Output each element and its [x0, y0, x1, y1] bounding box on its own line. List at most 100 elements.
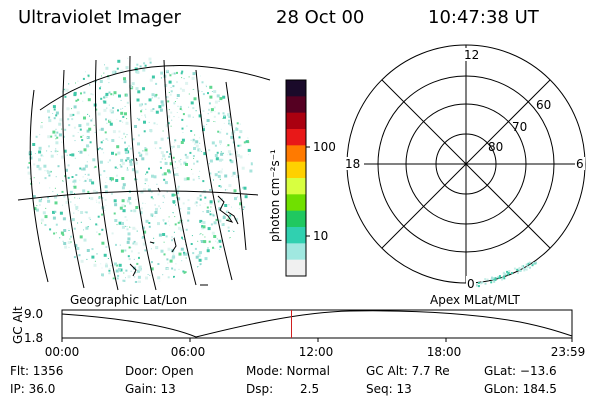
uv-speckle: [28, 162, 31, 164]
uv-speckle: [184, 273, 187, 276]
uv-speckle: [155, 93, 158, 96]
uv-speckle: [214, 111, 216, 113]
uv-speckle: [181, 127, 184, 130]
uv-speckle: [119, 268, 123, 272]
uv-speckle: [72, 180, 75, 183]
uv-speckle: [227, 113, 230, 117]
uv-speckle: [116, 67, 119, 70]
uv-speckle: [86, 129, 90, 133]
uv-speckle: [98, 201, 101, 204]
uv-speckle: [220, 152, 224, 156]
colorbar-band: [286, 178, 306, 195]
geographic-image: [17, 55, 271, 291]
uv-speckle: [59, 237, 61, 239]
uv-speckle: [133, 209, 137, 213]
uv-speckle: [100, 263, 102, 265]
uv-speckle: [122, 121, 124, 123]
uv-speckle: [503, 275, 506, 278]
colorbar-frame: [285, 79, 307, 277]
uv-speckle: [67, 164, 70, 167]
uv-speckle: [159, 108, 163, 112]
colorbar-band: [286, 112, 306, 130]
uv-speckle: [135, 228, 137, 230]
uv-speckle: [191, 76, 195, 80]
uv-speckle: [69, 153, 72, 156]
uv-speckle: [74, 157, 76, 159]
uv-speckle: [110, 93, 113, 96]
uv-speckle: [162, 219, 165, 222]
uv-speckle: [203, 152, 207, 156]
uv-speckle: [65, 88, 69, 92]
uv-speckle: [239, 155, 243, 159]
uv-speckle: [35, 135, 38, 138]
uv-speckle: [214, 154, 218, 157]
uv-speckle: [107, 161, 109, 163]
polar-diagonal: [381, 79, 551, 249]
uv-speckle: [93, 124, 95, 126]
uv-speckle: [141, 157, 145, 161]
uv-speckle: [99, 87, 101, 90]
uv-speckle: [503, 277, 506, 280]
uv-speckle: [213, 235, 217, 238]
uv-speckle: [183, 253, 186, 256]
uv-speckle: [55, 232, 57, 234]
uv-speckle: [197, 148, 201, 152]
uv-speckle: [63, 135, 65, 138]
uv-speckle: [79, 235, 83, 239]
uv-speckle: [84, 164, 88, 168]
uv-speckle: [126, 118, 128, 120]
uv-speckle: [493, 280, 496, 283]
uv-speckle: [36, 164, 40, 168]
uv-speckle: [508, 270, 511, 272]
uv-speckle: [126, 168, 129, 171]
uv-speckle: [108, 91, 111, 94]
uv-speckle: [214, 248, 216, 250]
uv-speckle: [105, 262, 108, 265]
coastlines: [129, 157, 239, 286]
uv-speckle: [501, 278, 503, 281]
uv-speckle: [74, 197, 76, 199]
uv-speckle: [41, 198, 43, 200]
uv-speckle: [79, 150, 83, 154]
uv-speckle: [229, 159, 232, 162]
uv-speckle: [150, 267, 154, 271]
uv-speckle: [152, 243, 154, 244]
uv-speckle: [126, 101, 129, 104]
uv-speckle: [497, 276, 500, 279]
uv-speckle: [27, 166, 30, 169]
uv-speckle: [64, 95, 67, 98]
uv-speckle: [192, 139, 196, 143]
gc-alt-value: GC Alt: 7.7 Re: [366, 364, 450, 378]
uv-speckle: [490, 281, 493, 284]
uv-speckle: [231, 206, 232, 208]
uv-speckle: [202, 180, 205, 183]
uv-speckle: [55, 128, 57, 130]
uv-speckle: [73, 212, 75, 214]
uv-speckle: [230, 135, 234, 139]
uv-speckle: [52, 113, 54, 114]
uv-speckle: [134, 242, 138, 246]
uv-speckle: [219, 97, 223, 101]
uv-speckle: [144, 64, 147, 67]
uv-speckle: [206, 124, 208, 125]
uv-speckle: [143, 188, 146, 192]
uv-speckle: [181, 260, 183, 262]
uv-speckle: [130, 209, 133, 212]
uv-speckle: [87, 226, 89, 227]
uv-speckle: [180, 247, 184, 251]
uv-speckle: [149, 191, 150, 193]
uv-speckle: [123, 272, 125, 274]
uv-speckle: [219, 143, 221, 145]
uv-speckle: [144, 148, 148, 152]
uv-speckle: [121, 225, 125, 229]
uv-speckle: [214, 121, 216, 123]
uv-speckle: [182, 202, 185, 205]
uv-speckle: [153, 237, 155, 239]
uv-speckle: [158, 233, 162, 237]
uv-speckle: [147, 188, 151, 192]
uv-speckle: [99, 80, 103, 83]
longitude-line: [94, 59, 119, 291]
uv-speckle: [82, 189, 86, 193]
uv-speckle: [219, 245, 222, 248]
uv-speckle: [173, 231, 175, 233]
